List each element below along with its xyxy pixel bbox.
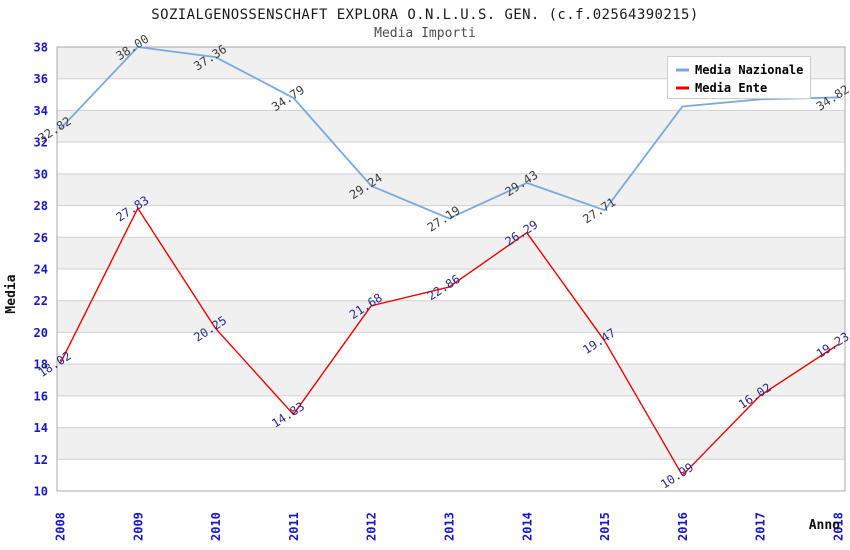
chart-subtitle: Media Importi xyxy=(374,26,476,41)
plot-band xyxy=(57,173,845,206)
y-tick-label: 38 xyxy=(34,41,48,55)
x-tick-label: 2011 xyxy=(287,512,301,541)
legend-label-media-nazionale: Media Nazionale xyxy=(695,63,803,77)
plot-band xyxy=(57,142,845,174)
x-tick-label: 2016 xyxy=(676,512,690,541)
y-tick-label: 18 xyxy=(34,358,48,372)
x-tick-label: 2018 xyxy=(832,512,846,541)
plot-band xyxy=(57,205,845,238)
series-line-media-nazionale xyxy=(59,46,839,220)
plot-band xyxy=(57,427,845,460)
chart-title: SOZIALGENOSSENSCHAFT EXPLORA O.N.L.U.S. … xyxy=(151,7,698,23)
x-tick-label: 2009 xyxy=(131,512,145,541)
x-tick-label: 2008 xyxy=(54,512,68,541)
x-tick-label: 2012 xyxy=(365,512,379,541)
y-tick-label: 22 xyxy=(34,294,48,308)
series-lines xyxy=(59,46,839,477)
y-tick-label: 36 xyxy=(34,72,48,86)
y-tick-label: 20 xyxy=(34,326,48,340)
x-tick-label: 2015 xyxy=(598,512,612,541)
legend-box xyxy=(667,56,811,99)
y-tick-label: 26 xyxy=(34,231,48,245)
y-tick-label: 28 xyxy=(34,199,48,213)
y-tick-label: 14 xyxy=(34,421,48,435)
plot-band xyxy=(57,110,845,143)
y-tick-label: 16 xyxy=(34,389,48,403)
x-axis-title: Anno xyxy=(809,518,840,533)
plot-band xyxy=(57,395,845,428)
plot-band xyxy=(57,459,845,491)
y-axis-title: Media xyxy=(4,274,19,313)
plot-background-bands xyxy=(57,47,845,491)
plot-band xyxy=(57,237,845,269)
x-tick-label: 2017 xyxy=(754,512,768,541)
y-tick-label: 30 xyxy=(34,167,48,181)
x-tick-label: 2010 xyxy=(209,512,223,541)
x-tick-label: 2013 xyxy=(443,512,457,541)
y-tick-label: 32 xyxy=(34,136,48,150)
x-tick-label: 2014 xyxy=(520,512,534,541)
plot-border xyxy=(56,46,846,492)
y-tick-label: 24 xyxy=(34,263,48,277)
y-tick-label: 10 xyxy=(34,485,48,499)
legend: Media Nazionale Media Ente xyxy=(667,56,811,99)
plot-band xyxy=(57,300,845,333)
y-tick-label: 12 xyxy=(34,453,48,467)
gridlines xyxy=(56,46,846,492)
axis-ticks: 10 12 14 16 18 20 22 24 26 28 30 32 34 36 38 2008 2009 20… xyxy=(34,41,846,542)
legend-label-media-ente: Media Ente xyxy=(695,81,767,95)
plot-band xyxy=(57,332,845,365)
series-line-media-ente xyxy=(59,207,839,477)
y-tick-label: 34 xyxy=(34,104,48,118)
plot-band xyxy=(57,364,845,396)
